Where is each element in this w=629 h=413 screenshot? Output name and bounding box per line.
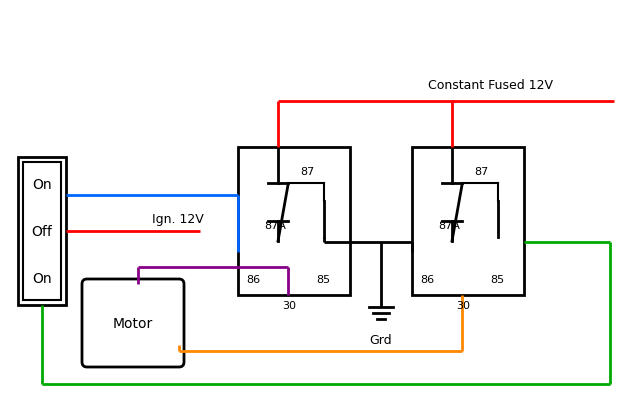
Text: 87: 87: [300, 166, 314, 177]
Text: 30: 30: [456, 300, 470, 310]
Text: Motor: Motor: [113, 316, 153, 330]
Text: 86: 86: [246, 274, 260, 284]
Text: On: On: [32, 272, 52, 286]
Text: 86: 86: [420, 274, 434, 284]
Bar: [18, 158, 66, 305]
Text: Ign. 12V: Ign. 12V: [152, 212, 204, 225]
Bar: [23, 163, 61, 300]
FancyBboxPatch shape: [82, 279, 184, 367]
Text: Grd: Grd: [370, 333, 392, 346]
Text: 87A: 87A: [264, 221, 286, 230]
Text: Off: Off: [31, 224, 52, 238]
Text: On: On: [32, 177, 52, 191]
Text: 85: 85: [490, 274, 504, 284]
Bar: [412, 147, 524, 295]
Text: 85: 85: [316, 274, 330, 284]
Text: Constant Fused 12V: Constant Fused 12V: [428, 79, 552, 92]
Text: 87: 87: [474, 166, 488, 177]
Text: 30: 30: [282, 300, 296, 310]
Bar: [238, 147, 350, 295]
Text: 87A: 87A: [438, 221, 460, 230]
